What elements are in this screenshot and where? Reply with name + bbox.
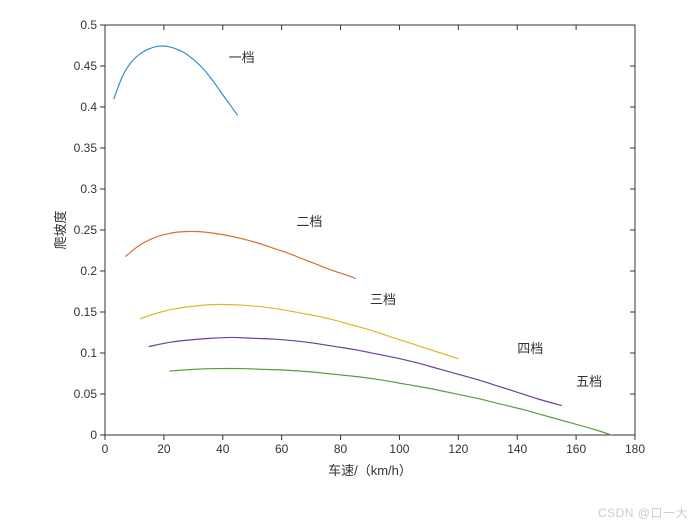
y-tick-label: 0.4 [80,100,97,114]
x-axis-label: 车速/（km/h） [328,463,412,478]
x-tick-label: 160 [566,442,586,456]
y-tick-label: 0.05 [74,387,98,401]
y-axis-label: 爬坡度 [53,210,68,249]
line-chart: 0 20 40 60 80 100 120 140 160 180 0 0.05 0.1 0.15 0.2 0… [50,10,650,490]
chart-container: 0 20 40 60 80 100 120 140 160 180 0 0.05 0.1 0.15 0.2 0… [50,10,650,490]
y-tick-label: 0.3 [80,182,97,196]
y-tick-label: 0.5 [80,18,97,32]
x-tick-label: 60 [275,442,289,456]
series-label-二档: 二档 [296,214,322,229]
series-label-四档: 四档 [517,341,543,356]
y-tick-label: 0.35 [74,141,98,155]
series-label-五档: 五档 [576,374,602,389]
series-label-一档: 一档 [229,50,255,65]
x-tick-label: 80 [334,442,348,456]
x-tick-label: 120 [448,442,468,456]
series-label-三档: 三档 [370,292,396,307]
y-tick-label: 0.25 [74,223,98,237]
x-tick-label: 40 [216,442,230,456]
y-tick-label: 0.15 [74,305,98,319]
x-tick-label: 100 [389,442,409,456]
y-tick-label: 0 [90,428,97,442]
plot-area [105,25,635,435]
x-tick-label: 0 [102,442,109,456]
watermark-text: CSDN @口一大 [598,504,688,521]
y-tick-label: 0.1 [80,346,97,360]
y-tick-label: 0.45 [74,59,98,73]
x-tick-label: 180 [625,442,645,456]
x-tick-label: 140 [507,442,527,456]
y-tick-label: 0.2 [80,264,97,278]
x-tick-label: 20 [157,442,171,456]
